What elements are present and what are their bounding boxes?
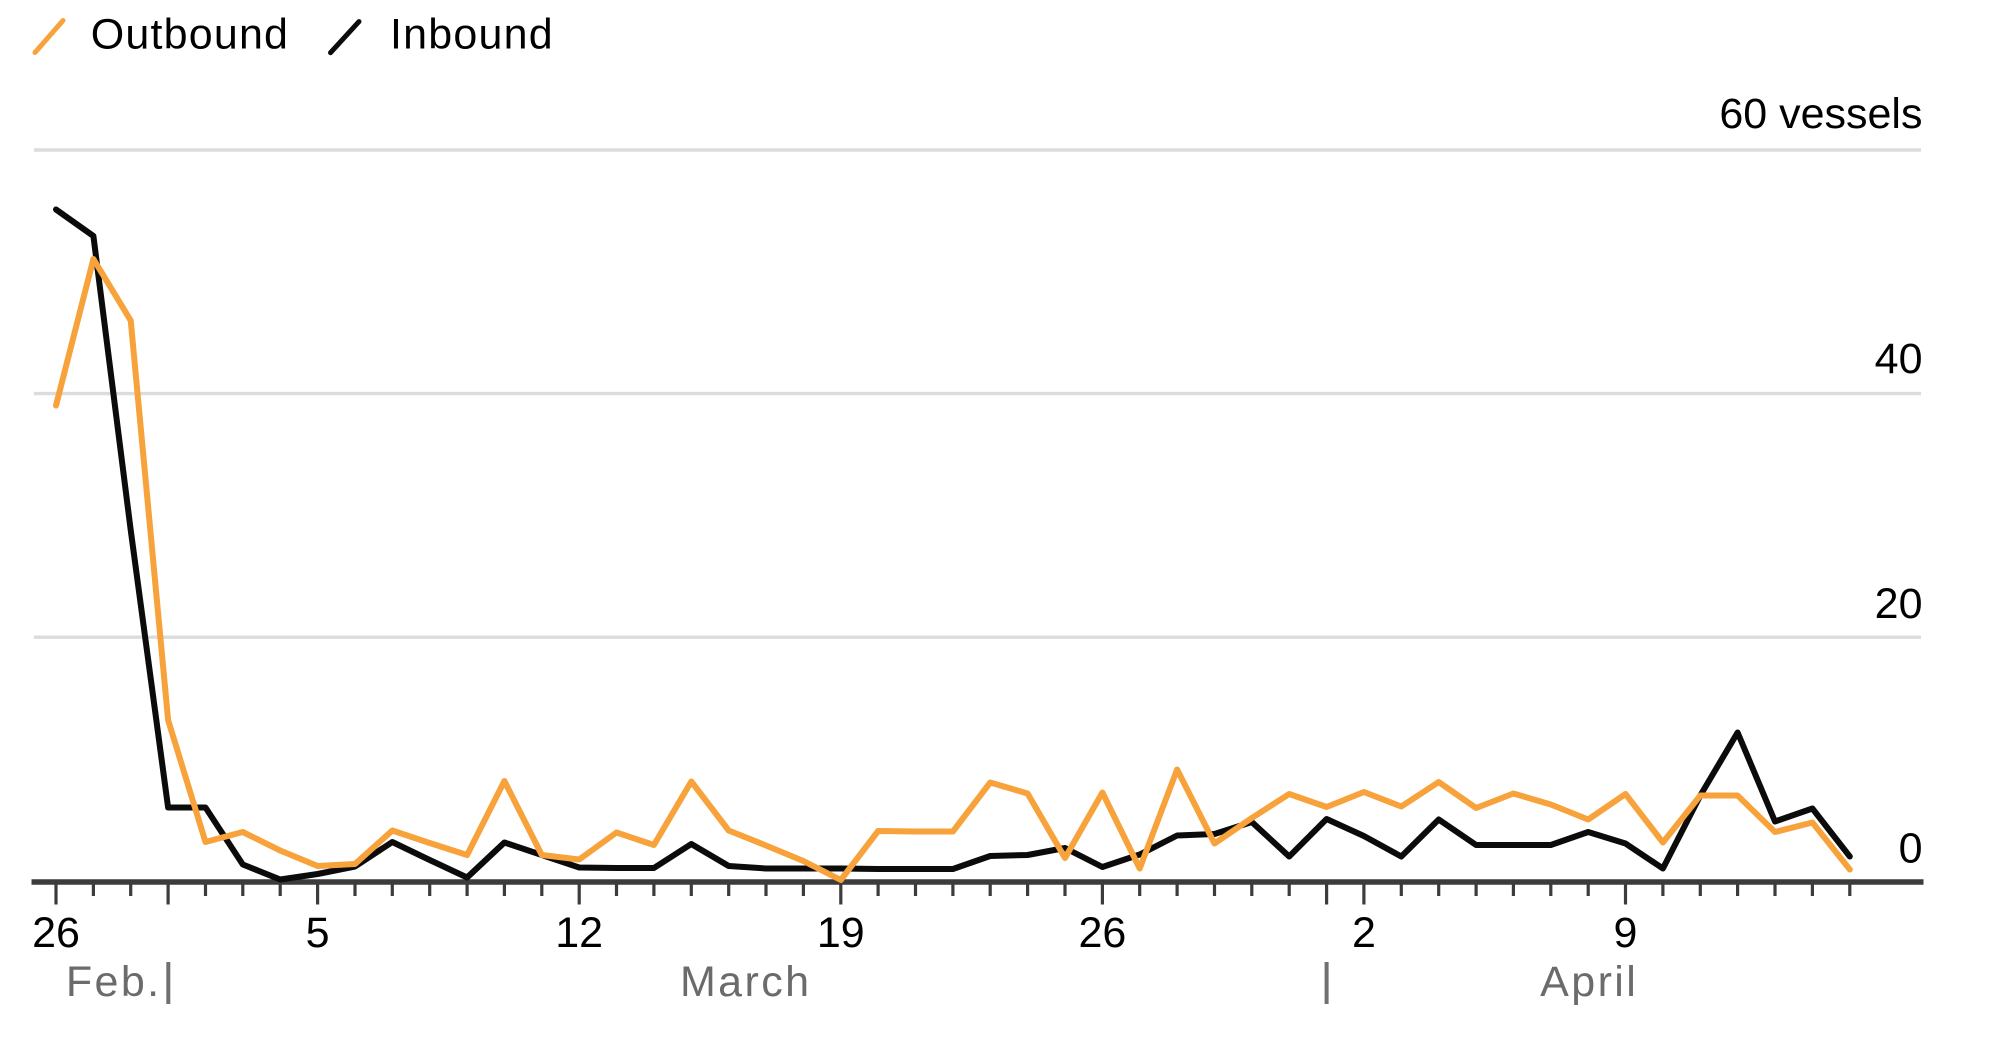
svg-text:40: 40 — [1875, 335, 1923, 383]
svg-text:0: 0 — [1899, 825, 1923, 873]
svg-text:12: 12 — [555, 909, 603, 957]
svg-text:9: 9 — [1614, 909, 1638, 957]
svg-text:March: March — [680, 958, 811, 1006]
svg-text:20: 20 — [1875, 580, 1923, 628]
svg-text:5: 5 — [306, 909, 330, 957]
svg-text:60 vessels: 60 vessels — [1719, 90, 1922, 138]
svg-text:19: 19 — [817, 909, 865, 957]
svg-text:26: 26 — [32, 909, 80, 957]
svg-text:Inbound: Inbound — [390, 11, 554, 59]
svg-text:April: April — [1540, 958, 1638, 1006]
svg-text:Feb.: Feb. — [66, 958, 162, 1006]
svg-text:Outbound: Outbound — [91, 11, 289, 59]
svg-text:26: 26 — [1078, 909, 1126, 957]
svg-text:2: 2 — [1352, 909, 1376, 957]
